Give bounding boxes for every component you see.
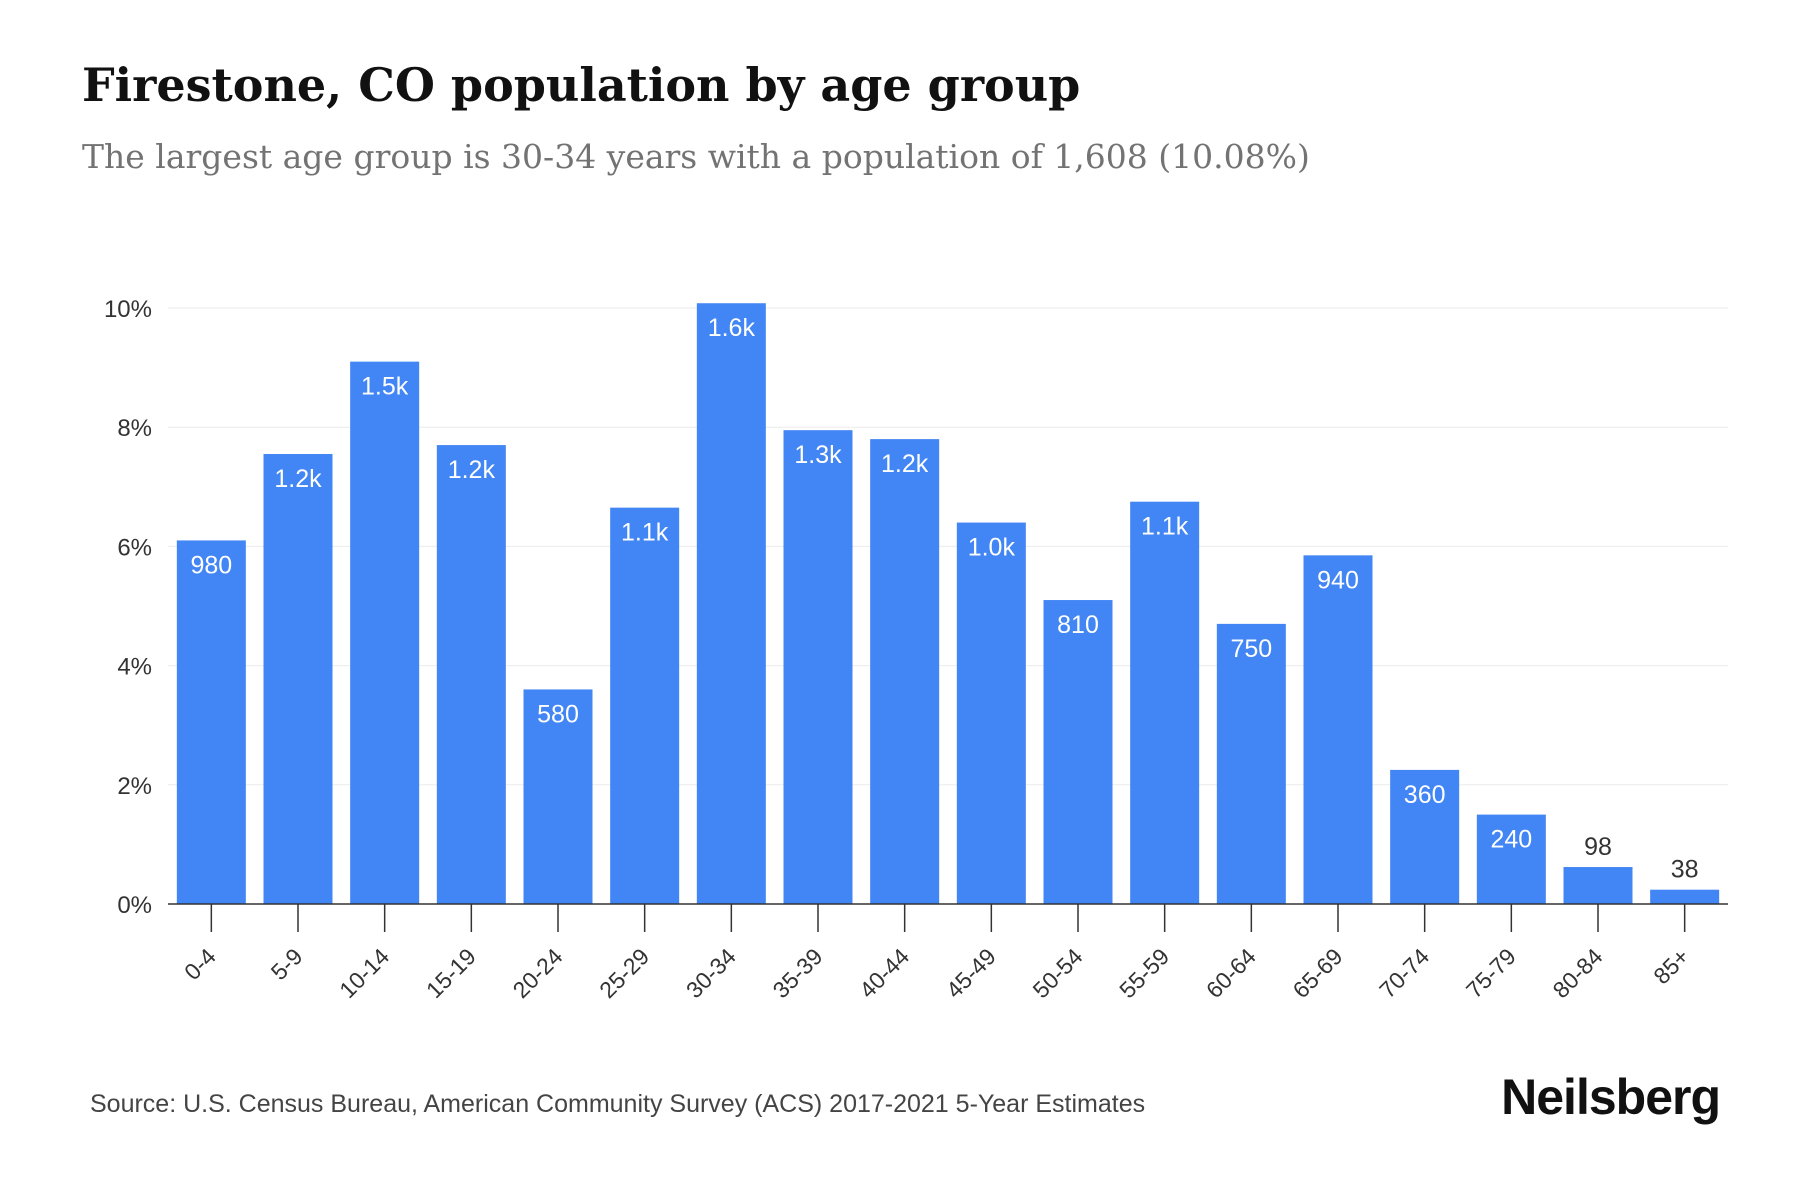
y-tick-label: 10% <box>104 296 152 323</box>
bar-value-label: 1.1k <box>1141 513 1189 541</box>
bar <box>1130 501 1200 904</box>
bar <box>1476 814 1546 904</box>
bar <box>436 445 506 904</box>
y-tick-label: 6% <box>117 534 152 561</box>
bar <box>263 454 333 904</box>
x-tick-label: 50-54 <box>1028 943 1088 1003</box>
y-tick-label: 2% <box>117 773 152 800</box>
bar-chart: 0% 2% 4% 6% 8% 10% 980 0-4 1.2k 5-9 1.5k 10-14 1.2k 1… <box>104 296 1728 1003</box>
bar <box>1650 889 1720 904</box>
x-tick-label: 25-29 <box>594 943 654 1003</box>
bar-value-label: 1.6k <box>708 314 756 342</box>
chart-subtitle: The largest age group is 30-34 years wit… <box>82 137 1310 176</box>
bar-value-label: 580 <box>537 700 579 728</box>
bar-value-label: 1.0k <box>968 534 1016 562</box>
bar-value-label: 38 <box>1671 856 1699 884</box>
bar-value-label: 1.5k <box>361 373 409 401</box>
bar <box>1563 867 1633 904</box>
bar-value-label: 750 <box>1230 635 1272 663</box>
bar-value-label: 940 <box>1317 566 1359 594</box>
bar <box>956 522 1026 904</box>
x-tick-label: 0-4 <box>179 943 221 985</box>
bar-value-label: 98 <box>1584 833 1612 861</box>
bar-value-label: 240 <box>1490 826 1532 854</box>
bar <box>350 361 420 904</box>
x-tick-label: 60-64 <box>1201 943 1261 1003</box>
x-tick-label: 35-39 <box>768 943 828 1003</box>
y-tick-label: 4% <box>117 654 152 681</box>
y-tick-label: 0% <box>117 892 152 919</box>
x-tick-label: 45-49 <box>941 943 1001 1003</box>
bar <box>523 689 593 904</box>
brand-logo: Neilsberg <box>1501 1069 1721 1125</box>
x-tick-label: 5-9 <box>266 943 308 985</box>
x-tick-label: 75-79 <box>1461 943 1521 1003</box>
bar-value-label: 1.3k <box>794 441 842 469</box>
x-tick-label: 65-69 <box>1288 943 1348 1003</box>
bar <box>1303 555 1373 904</box>
bar-value-label: 1.2k <box>274 465 322 493</box>
x-tick-label: 15-19 <box>421 943 481 1003</box>
y-tick-label: 8% <box>117 415 152 442</box>
x-tick-label: 40-44 <box>854 943 914 1003</box>
bar <box>1043 600 1113 904</box>
x-tick-label: 85+ <box>1648 943 1694 989</box>
x-tick-label: 30-34 <box>681 943 741 1003</box>
x-tick-label: 80-84 <box>1548 943 1608 1003</box>
x-tick-label: 70-74 <box>1374 943 1434 1003</box>
bar-value-label: 1.1k <box>621 519 669 547</box>
bar <box>696 303 766 904</box>
source-note: Source: U.S. Census Bureau, American Com… <box>90 1090 1146 1118</box>
x-tick-label: 10-14 <box>334 943 394 1003</box>
chart-title: Firestone, CO population by age group <box>82 58 1081 112</box>
bar <box>870 439 940 904</box>
bar-value-label: 980 <box>190 551 232 579</box>
bar <box>1390 769 1460 904</box>
bar <box>176 540 246 904</box>
bar-value-label: 1.2k <box>881 450 929 478</box>
bar-value-label: 810 <box>1057 611 1099 639</box>
bar <box>1216 623 1286 904</box>
x-tick-label: 20-24 <box>508 943 568 1003</box>
bar-value-label: 1.2k <box>448 456 496 484</box>
bar <box>783 430 853 904</box>
bar <box>610 507 680 904</box>
x-tick-label: 55-59 <box>1114 943 1174 1003</box>
bar-value-label: 360 <box>1404 781 1446 809</box>
